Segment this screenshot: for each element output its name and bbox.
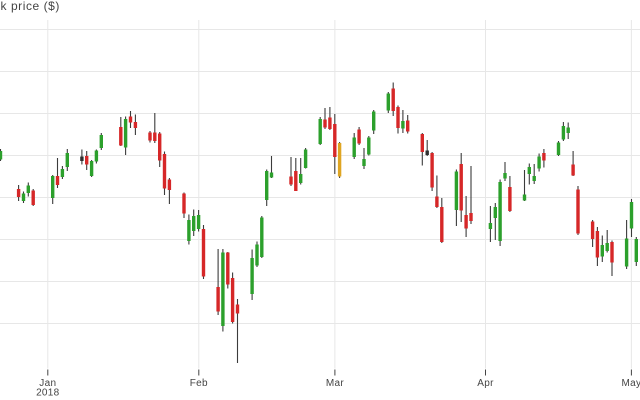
svg-text:May: May [622, 378, 640, 389]
svg-text:Mar: Mar [326, 378, 344, 389]
svg-text:2018: 2018 [36, 388, 60, 399]
svg-text:Stock price ($): Stock price ($) [0, 0, 60, 13]
svg-text:Feb: Feb [190, 378, 208, 389]
svg-text:Apr: Apr [477, 378, 494, 389]
svg-text:Jan: Jan [39, 378, 56, 389]
